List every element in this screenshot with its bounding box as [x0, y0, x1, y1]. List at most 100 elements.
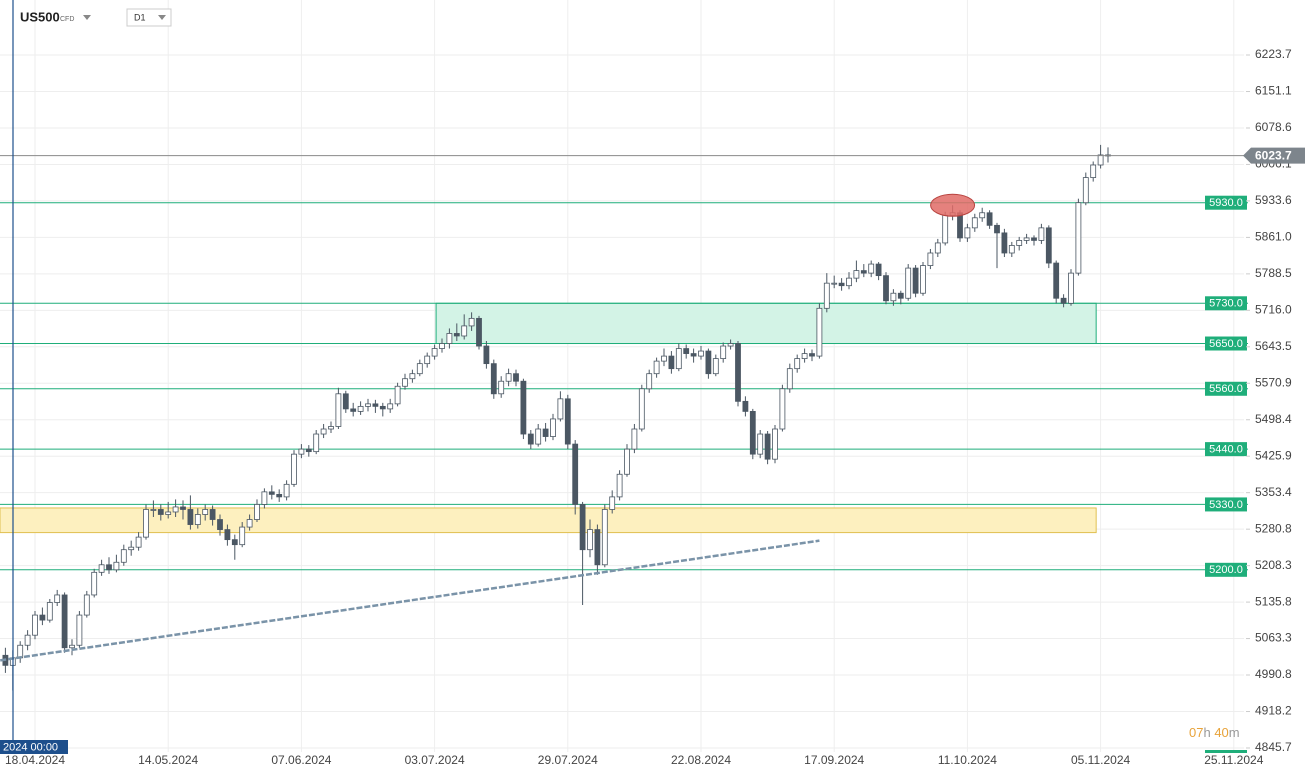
footer: 07h 40m: [1189, 725, 1247, 753]
symbol: US500: [20, 9, 60, 24]
candle-body: [823, 282, 830, 309]
candle-body: [979, 212, 986, 219]
level-tag: [1205, 442, 1247, 457]
candle-body: [809, 353, 815, 357]
candle-body: [372, 403, 379, 407]
candle-body: [342, 393, 349, 410]
level-tag: [1205, 497, 1247, 512]
candle-body: [690, 353, 697, 357]
symbol-dropdown[interactable]: [83, 15, 91, 20]
candle-body: [416, 363, 423, 375]
candle-body: [128, 546, 135, 551]
level-label: 5560.0: [1209, 383, 1243, 395]
y-tick-label: 6078.6: [1255, 120, 1292, 134]
interval: D1: [134, 12, 146, 22]
symbol-type: CFD: [60, 16, 74, 23]
candle-body: [268, 491, 275, 495]
candle-body: [439, 343, 445, 349]
timer-hours: 07: [1189, 725, 1203, 740]
candle-body: [453, 333, 460, 337]
level-tag: [1205, 296, 1247, 311]
candle-body: [157, 509, 164, 515]
candle-body: [217, 519, 223, 530]
candle-body: [476, 317, 482, 347]
x-tick-label: 03.07.2024: [405, 753, 465, 767]
candle-body: [801, 353, 808, 360]
candle-body: [564, 398, 571, 445]
candles: [2, 144, 1111, 691]
y-tick-label: 5280.8: [1255, 521, 1292, 535]
level-label: 5930.0: [1209, 197, 1243, 209]
candle-body: [446, 333, 453, 344]
candle-body: [786, 368, 793, 390]
level-label: 5200.0: [1209, 564, 1243, 576]
y-tick-label: 5933.6: [1255, 193, 1292, 207]
candle-body: [69, 644, 75, 649]
candle-body: [254, 504, 260, 520]
candle-body: [120, 549, 127, 563]
candle-body: [1045, 227, 1052, 264]
candle-body: [712, 358, 719, 375]
candle-body: [971, 217, 978, 229]
candle-body: [527, 433, 534, 445]
candle-body: [402, 378, 408, 387]
candle-body: [298, 448, 305, 455]
y-tick-label: 5135.8: [1255, 594, 1292, 608]
y-tick-label: 4918.2: [1255, 704, 1292, 718]
interval-select[interactable]: [126, 8, 172, 27]
candle-body: [350, 408, 357, 412]
candle-body: [194, 514, 201, 525]
candle-body: [779, 388, 786, 430]
header: US500 CFD D1: [20, 8, 172, 27]
candle-body: [831, 282, 838, 285]
candle-body: [143, 509, 149, 538]
candle-body: [394, 385, 401, 405]
x-tick-label: 22.08.2024: [671, 753, 731, 767]
candle-body: [283, 483, 290, 498]
y-tick-label: 5861.0: [1255, 230, 1292, 244]
y-tick-label: 5570.9: [1255, 375, 1292, 389]
candle-body: [1038, 227, 1045, 241]
candle-body: [431, 348, 438, 357]
y-tick-label: 5643.5: [1255, 339, 1292, 353]
candle-body: [313, 433, 320, 453]
candle-body: [964, 227, 971, 239]
y-tick-label: 4845.7: [1255, 740, 1292, 754]
candle-body: [579, 504, 586, 551]
candle-body: [749, 411, 756, 455]
candle-body: [246, 519, 253, 528]
candle-body: [379, 405, 386, 410]
timer-h: h: [1203, 725, 1210, 740]
timer-minutes: 40: [1214, 725, 1228, 740]
candle-body: [860, 270, 867, 274]
candle-body: [1068, 272, 1074, 304]
candle-body: [76, 614, 83, 646]
candle-body: [735, 343, 741, 402]
candle-body: [46, 602, 53, 621]
x-tick-label: 14.05.2024: [138, 753, 198, 767]
y-tick-label: 5208.3: [1255, 558, 1292, 572]
level-tag: [1205, 562, 1247, 577]
candle-body: [520, 380, 527, 435]
level-label: 5440.0: [1209, 444, 1243, 456]
candle-body: [587, 529, 593, 551]
candle-body: [239, 526, 246, 546]
candle-body: [572, 443, 579, 505]
candle-body: [24, 634, 31, 646]
candle-body: [39, 614, 46, 621]
level-label: 5730.0: [1209, 298, 1243, 310]
y-tick-label: 4990.8: [1255, 667, 1292, 681]
grid: [0, 0, 1244, 752]
candle-body: [742, 400, 749, 412]
level-label: 5330.0: [1209, 499, 1243, 511]
candle-body: [106, 564, 112, 571]
candle-body: [54, 594, 61, 603]
highlight-marker: [930, 193, 976, 217]
candle-body: [498, 380, 505, 395]
x-tick-label: 18.04.2024: [5, 753, 65, 767]
candle-body: [328, 426, 334, 430]
candle-body: [594, 529, 601, 566]
level-label: 5650.0: [1209, 338, 1243, 350]
candle-body: [942, 214, 949, 244]
candle-body: [683, 348, 690, 354]
